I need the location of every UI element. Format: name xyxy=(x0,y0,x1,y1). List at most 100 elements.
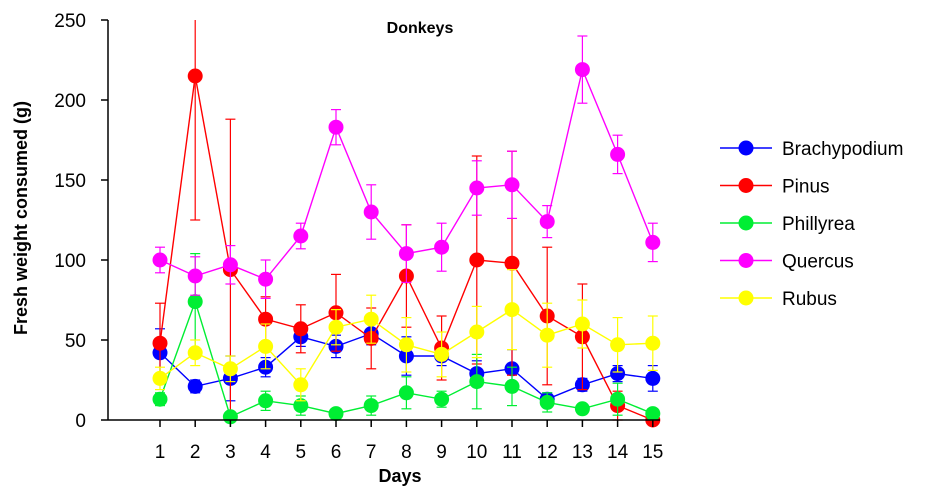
legend: Brachypodium Pinus Phillyrea Quercus Rubus xyxy=(720,139,903,310)
x-tick-label: 3 xyxy=(225,442,236,463)
data-point xyxy=(574,316,590,332)
legend-label: Brachypodium xyxy=(782,139,903,160)
data-point xyxy=(539,214,555,230)
x-tick-label: 15 xyxy=(642,442,663,463)
legend-item: Quercus xyxy=(720,252,854,273)
x-tick-label: 6 xyxy=(331,442,342,463)
legend-item: Rubus xyxy=(720,289,837,310)
data-point xyxy=(610,337,626,353)
data-point xyxy=(610,366,626,382)
data-point xyxy=(363,311,379,327)
x-tick-label: 11 xyxy=(502,442,522,463)
data-point xyxy=(645,335,661,351)
y-tick-label: 150 xyxy=(54,171,86,192)
x-tick-label: 10 xyxy=(466,442,487,463)
data-point xyxy=(610,146,626,162)
y-tick-label: 250 xyxy=(54,11,86,32)
series-quercus xyxy=(152,35,661,299)
data-point xyxy=(504,255,520,271)
x-tick-label: 2 xyxy=(190,442,201,463)
series-rubus xyxy=(152,269,661,402)
data-point xyxy=(645,234,661,250)
data-point xyxy=(398,246,414,262)
y-tick-label: 50 xyxy=(65,331,86,352)
legend-marker xyxy=(738,253,754,268)
data-point xyxy=(258,311,274,327)
x-tick-label: 13 xyxy=(572,442,593,463)
x-tick-label: 14 xyxy=(607,442,629,463)
data-point xyxy=(222,257,238,273)
data-point xyxy=(469,374,485,390)
data-point xyxy=(187,345,203,361)
data-point xyxy=(258,271,274,287)
data-point xyxy=(187,68,203,84)
data-point xyxy=(469,180,485,196)
data-point xyxy=(574,401,590,417)
legend-item: Pinus xyxy=(720,177,830,198)
data-point xyxy=(398,385,414,401)
y-tick-label: 200 xyxy=(54,91,86,112)
series-phillyrea xyxy=(152,253,661,425)
data-point xyxy=(258,338,274,354)
plot-area xyxy=(152,20,661,428)
data-point xyxy=(398,337,414,353)
data-point xyxy=(328,119,344,135)
legend-label: Rubus xyxy=(782,289,837,310)
legend-marker xyxy=(738,215,754,231)
y-axis-ticks: 0 50 100 150 200 250 xyxy=(54,11,108,432)
data-point xyxy=(645,406,661,422)
legend-item: Brachypodium xyxy=(720,139,903,160)
data-point xyxy=(328,319,344,335)
data-point xyxy=(645,370,661,386)
chart-title: Donkeys xyxy=(387,20,454,37)
data-point xyxy=(187,268,203,284)
x-tick-label: 8 xyxy=(401,442,412,463)
data-point xyxy=(434,391,450,407)
data-point xyxy=(328,406,344,422)
y-axis-title: Fresh weight consumed (g) xyxy=(11,101,31,335)
data-point xyxy=(504,177,520,193)
legend-label: Quercus xyxy=(782,252,854,273)
legend-marker xyxy=(738,290,754,306)
data-point xyxy=(469,252,485,268)
data-point xyxy=(152,370,168,386)
x-tick-label: 9 xyxy=(436,442,447,463)
data-point xyxy=(187,378,203,394)
x-tick-label: 5 xyxy=(296,442,307,463)
data-point xyxy=(222,361,238,377)
data-point xyxy=(293,377,309,393)
data-point xyxy=(434,239,450,255)
data-point xyxy=(258,393,274,409)
data-point xyxy=(574,62,590,78)
data-point xyxy=(293,398,309,414)
data-point xyxy=(293,321,309,337)
data-point xyxy=(469,324,485,340)
legend-label: Phillyrea xyxy=(782,214,855,235)
data-point xyxy=(293,228,309,244)
data-point xyxy=(152,335,168,351)
x-tick-label: 4 xyxy=(260,442,271,463)
data-point xyxy=(187,294,203,310)
data-point xyxy=(434,346,450,362)
x-tick-label: 1 xyxy=(155,442,166,463)
data-point xyxy=(610,391,626,407)
data-point xyxy=(504,302,520,318)
y-tick-label: 0 xyxy=(75,411,86,432)
data-point xyxy=(152,252,168,268)
x-axis-title: Days xyxy=(378,466,421,486)
y-tick-label: 100 xyxy=(54,251,86,272)
legend-marker xyxy=(738,178,754,193)
data-point xyxy=(152,391,168,407)
legend-label: Pinus xyxy=(782,177,830,198)
x-axis-ticks: 1 2 3 4 5 6 7 8 9 10 11 12 13 14 15 xyxy=(155,420,663,463)
x-tick-label: 7 xyxy=(366,442,377,463)
data-point xyxy=(363,204,379,220)
legend-item: Phillyrea xyxy=(720,214,855,235)
data-point xyxy=(504,378,520,394)
x-tick-label: 12 xyxy=(537,442,558,463)
data-point xyxy=(539,394,555,410)
legend-marker xyxy=(738,140,754,156)
data-point xyxy=(539,327,555,343)
data-point xyxy=(363,398,379,414)
